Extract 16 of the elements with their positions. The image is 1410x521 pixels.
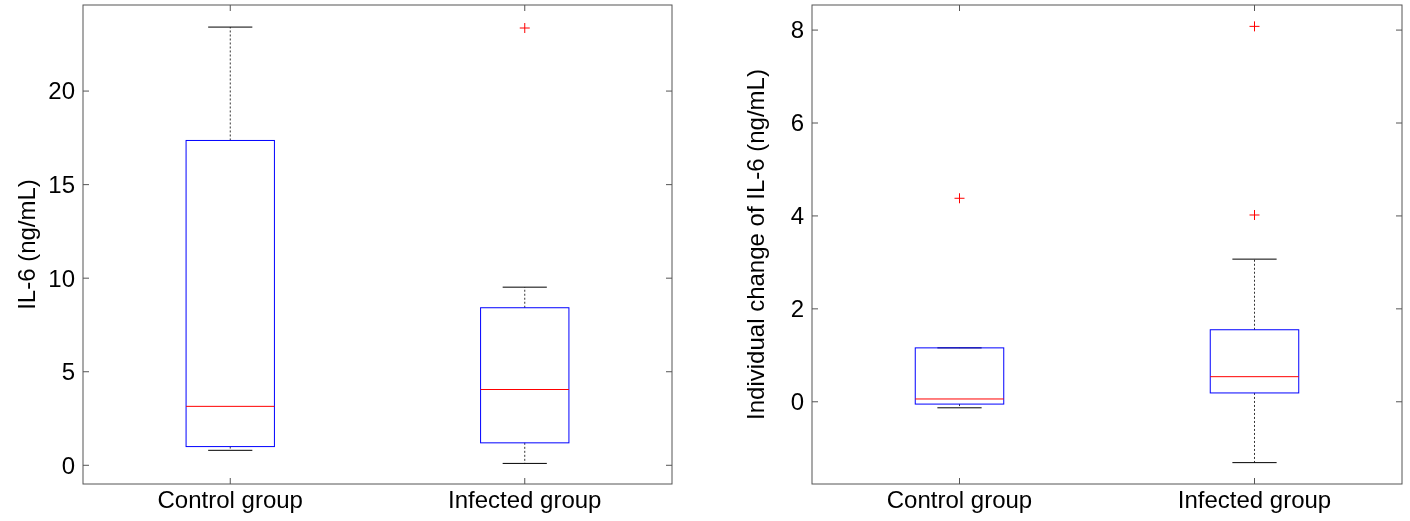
y-tick-label: 10: [48, 264, 75, 292]
y-tick-label: 5: [61, 358, 75, 386]
x-tick-label: Infected group: [1177, 486, 1332, 513]
y-tick-label: 20: [48, 77, 75, 105]
x-tick-label: Control group: [886, 486, 1033, 513]
y-tick-label: 6: [790, 109, 804, 137]
y-tick-label: 4: [790, 202, 804, 230]
y-tick-label: 8: [790, 16, 804, 44]
x-tick-label: Infected group: [448, 486, 602, 513]
x-tick-label: Control group: [157, 486, 303, 513]
y-tick-label: 0: [61, 451, 75, 479]
y-axis-title: IL-6 (ng/mL): [13, 179, 40, 310]
y-axis-title: Individual change of IL-6 (ng/mL): [742, 69, 769, 420]
y-tick-label: 15: [48, 171, 75, 199]
y-tick-label: 0: [790, 388, 804, 416]
y-tick-label: 2: [790, 295, 804, 323]
